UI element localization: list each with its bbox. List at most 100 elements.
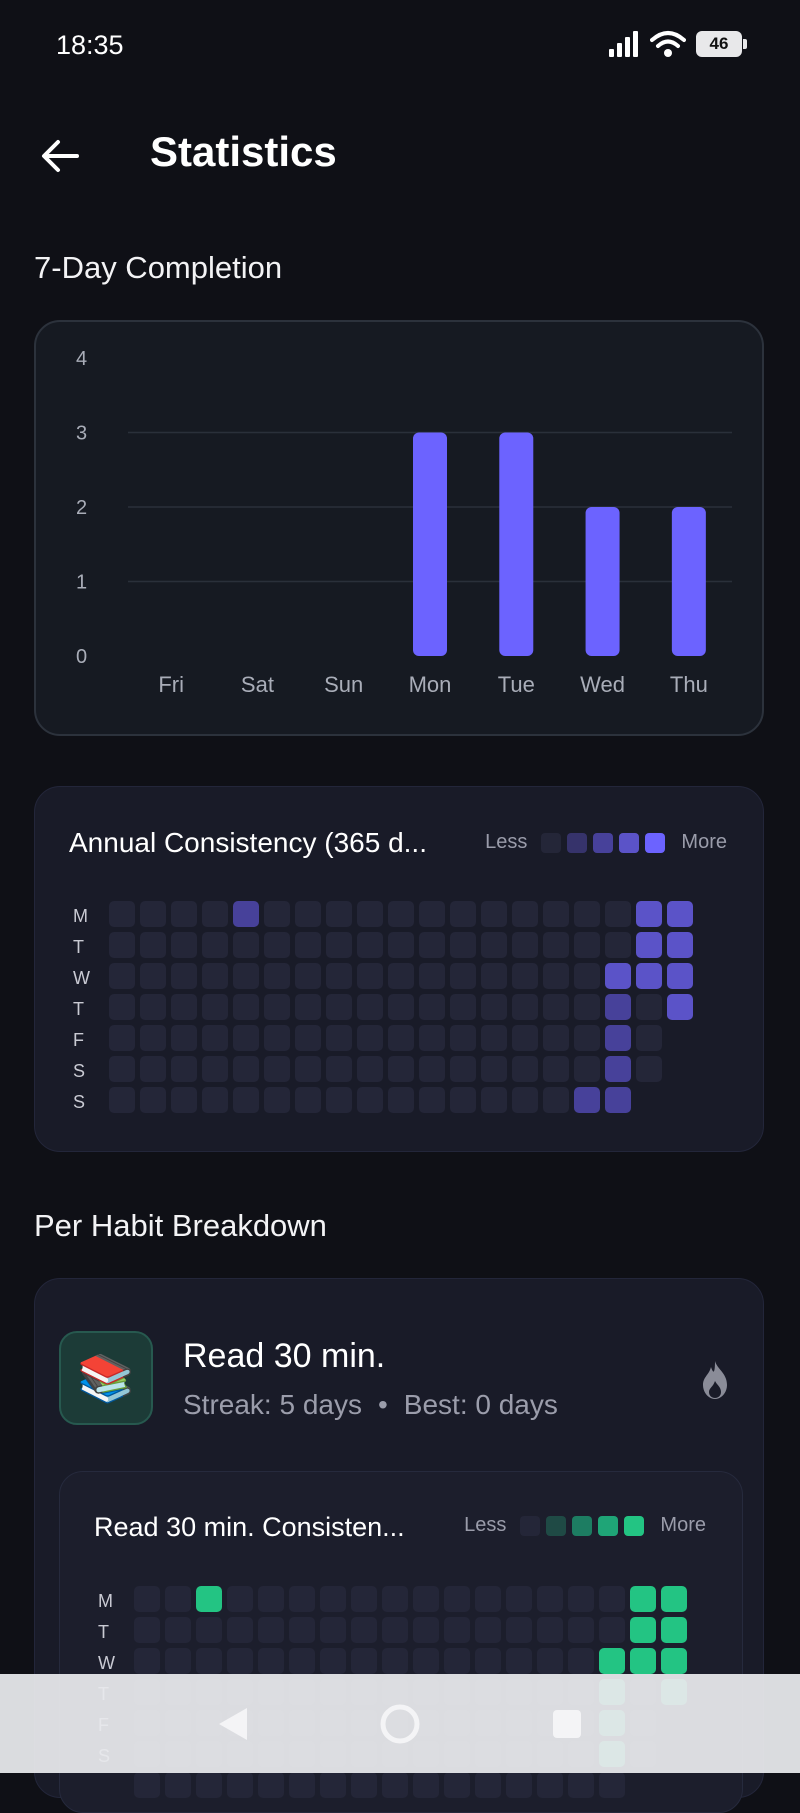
heatmap-cell: [295, 1025, 321, 1051]
legend-less-label: Less: [485, 831, 528, 853]
heatmap-cell: [202, 994, 228, 1020]
heatmap-cell: [512, 1025, 538, 1051]
separator-dot: •: [377, 1389, 388, 1420]
heatmap-cell: [388, 1056, 414, 1082]
heatmap-cell: [605, 994, 631, 1020]
heatmap-cell: [450, 994, 476, 1020]
heatmap-cell: [140, 932, 166, 958]
heatmap-cell: [599, 1648, 625, 1674]
heatmap-cell: [196, 1586, 222, 1612]
heatmap-cell: [630, 1617, 656, 1643]
heatmap-cell: [196, 1648, 222, 1674]
heatmap-cell: [667, 1056, 693, 1082]
heatmap-cell: [196, 1772, 222, 1798]
back-button[interactable]: [36, 132, 84, 180]
heatmap-cell: [289, 1772, 315, 1798]
habit-stats: Streak: 5 days • Best: 0 days: [183, 1389, 558, 1421]
heatmap-cell: [134, 1586, 160, 1612]
heatmap-cell: [295, 1056, 321, 1082]
heatmap-cell: [326, 901, 352, 927]
habit-legend: Less More: [464, 1514, 706, 1537]
heatmap-cell: [512, 994, 538, 1020]
bar-thu: [671, 507, 706, 656]
heatmap-cell: [537, 1648, 563, 1674]
heatmap-cell: [289, 1586, 315, 1612]
heatmap-cell: [295, 1087, 321, 1113]
status-icons: 46: [608, 30, 747, 58]
nav-home-button[interactable]: [375, 1699, 425, 1749]
signal-icon: [609, 31, 638, 57]
nav-back-button[interactable]: [208, 1699, 258, 1749]
heatmap-cell: [667, 963, 693, 989]
heatmap-cell: [543, 1087, 569, 1113]
heatmap-cell: [140, 1087, 166, 1113]
heatmap-cell: [543, 963, 569, 989]
heatmap-cell: [140, 901, 166, 927]
heatmap-cell: [264, 932, 290, 958]
heatmap-cell: [419, 1025, 445, 1051]
heatmap-cell: [568, 1617, 594, 1643]
heatmap-cell: [109, 963, 135, 989]
heatmap-cell: [109, 932, 135, 958]
x-tick-label: Sun: [324, 672, 363, 697]
heatmap-cell: [667, 932, 693, 958]
heatmap-cell: [444, 1617, 470, 1643]
status-time: 18:35: [56, 30, 124, 60]
x-tick-label: Sat: [241, 672, 274, 697]
heatmap-cell: [481, 1087, 507, 1113]
heatmap-cell: [574, 963, 600, 989]
heatmap-cell: [661, 1648, 687, 1674]
bar-wed: [585, 507, 620, 656]
heatmap-cell: [413, 1586, 439, 1612]
heatmap-cell: [568, 1586, 594, 1612]
heatmap-cell: [326, 1087, 352, 1113]
heatmap-cell: [227, 1617, 253, 1643]
heatmap-cell: [357, 1056, 383, 1082]
heatmap-cell: [605, 963, 631, 989]
heatmap-cell: [475, 1648, 501, 1674]
heatmap-cell: [450, 1025, 476, 1051]
heatmap-cell: [165, 1648, 191, 1674]
heatmap-cell: [202, 932, 228, 958]
heatmap-cell: [450, 963, 476, 989]
heatmap-cell: [109, 901, 135, 927]
heatmap-cell: [512, 932, 538, 958]
heatmap-cell: [630, 1586, 656, 1612]
heatmap-cell: [382, 1617, 408, 1643]
books-icon: 📚: [59, 1331, 153, 1425]
heatmap-cell: [537, 1772, 563, 1798]
heatmap-cell: [109, 1056, 135, 1082]
heatmap-cell: [413, 1772, 439, 1798]
heatmap-cell: [165, 1772, 191, 1798]
heatmap-cell: [233, 963, 259, 989]
day-label: W: [98, 1653, 115, 1673]
heatmap-cell: [140, 1056, 166, 1082]
legend-swatch: [598, 1515, 619, 1536]
heatmap-cell: [295, 932, 321, 958]
wifi-icon: [650, 31, 686, 57]
day-label: W: [73, 968, 90, 988]
habit-best: Best: 0 days: [403, 1389, 558, 1420]
heatmap-cell: [171, 1025, 197, 1051]
legend-swatch: [541, 832, 562, 853]
nav-recents-button[interactable]: [542, 1699, 592, 1749]
legend-swatch: [593, 832, 614, 853]
annual-consistency-card: Annual Consistency (365 d... Less More M…: [34, 786, 764, 1152]
bar-tue: [499, 432, 534, 656]
legend-less-label: Less: [464, 1514, 507, 1536]
heatmap-cell: [388, 1025, 414, 1051]
heatmap-cell: [388, 1087, 414, 1113]
heatmap-cell: [605, 1087, 631, 1113]
heatmap-cell: [320, 1772, 346, 1798]
day-label: M: [98, 1591, 113, 1611]
x-tick-label: Fri: [158, 672, 184, 697]
heatmap-cell: [481, 994, 507, 1020]
heatmap-cell: [202, 1025, 228, 1051]
heatmap-cell: [475, 1617, 501, 1643]
flame-icon: [703, 1361, 727, 1399]
heatmap-cell: [574, 994, 600, 1020]
y-tick-label: 0: [76, 646, 87, 668]
heatmap-cell: [357, 1087, 383, 1113]
heatmap-cell: [667, 1087, 693, 1113]
heatmap-cell: [165, 1617, 191, 1643]
